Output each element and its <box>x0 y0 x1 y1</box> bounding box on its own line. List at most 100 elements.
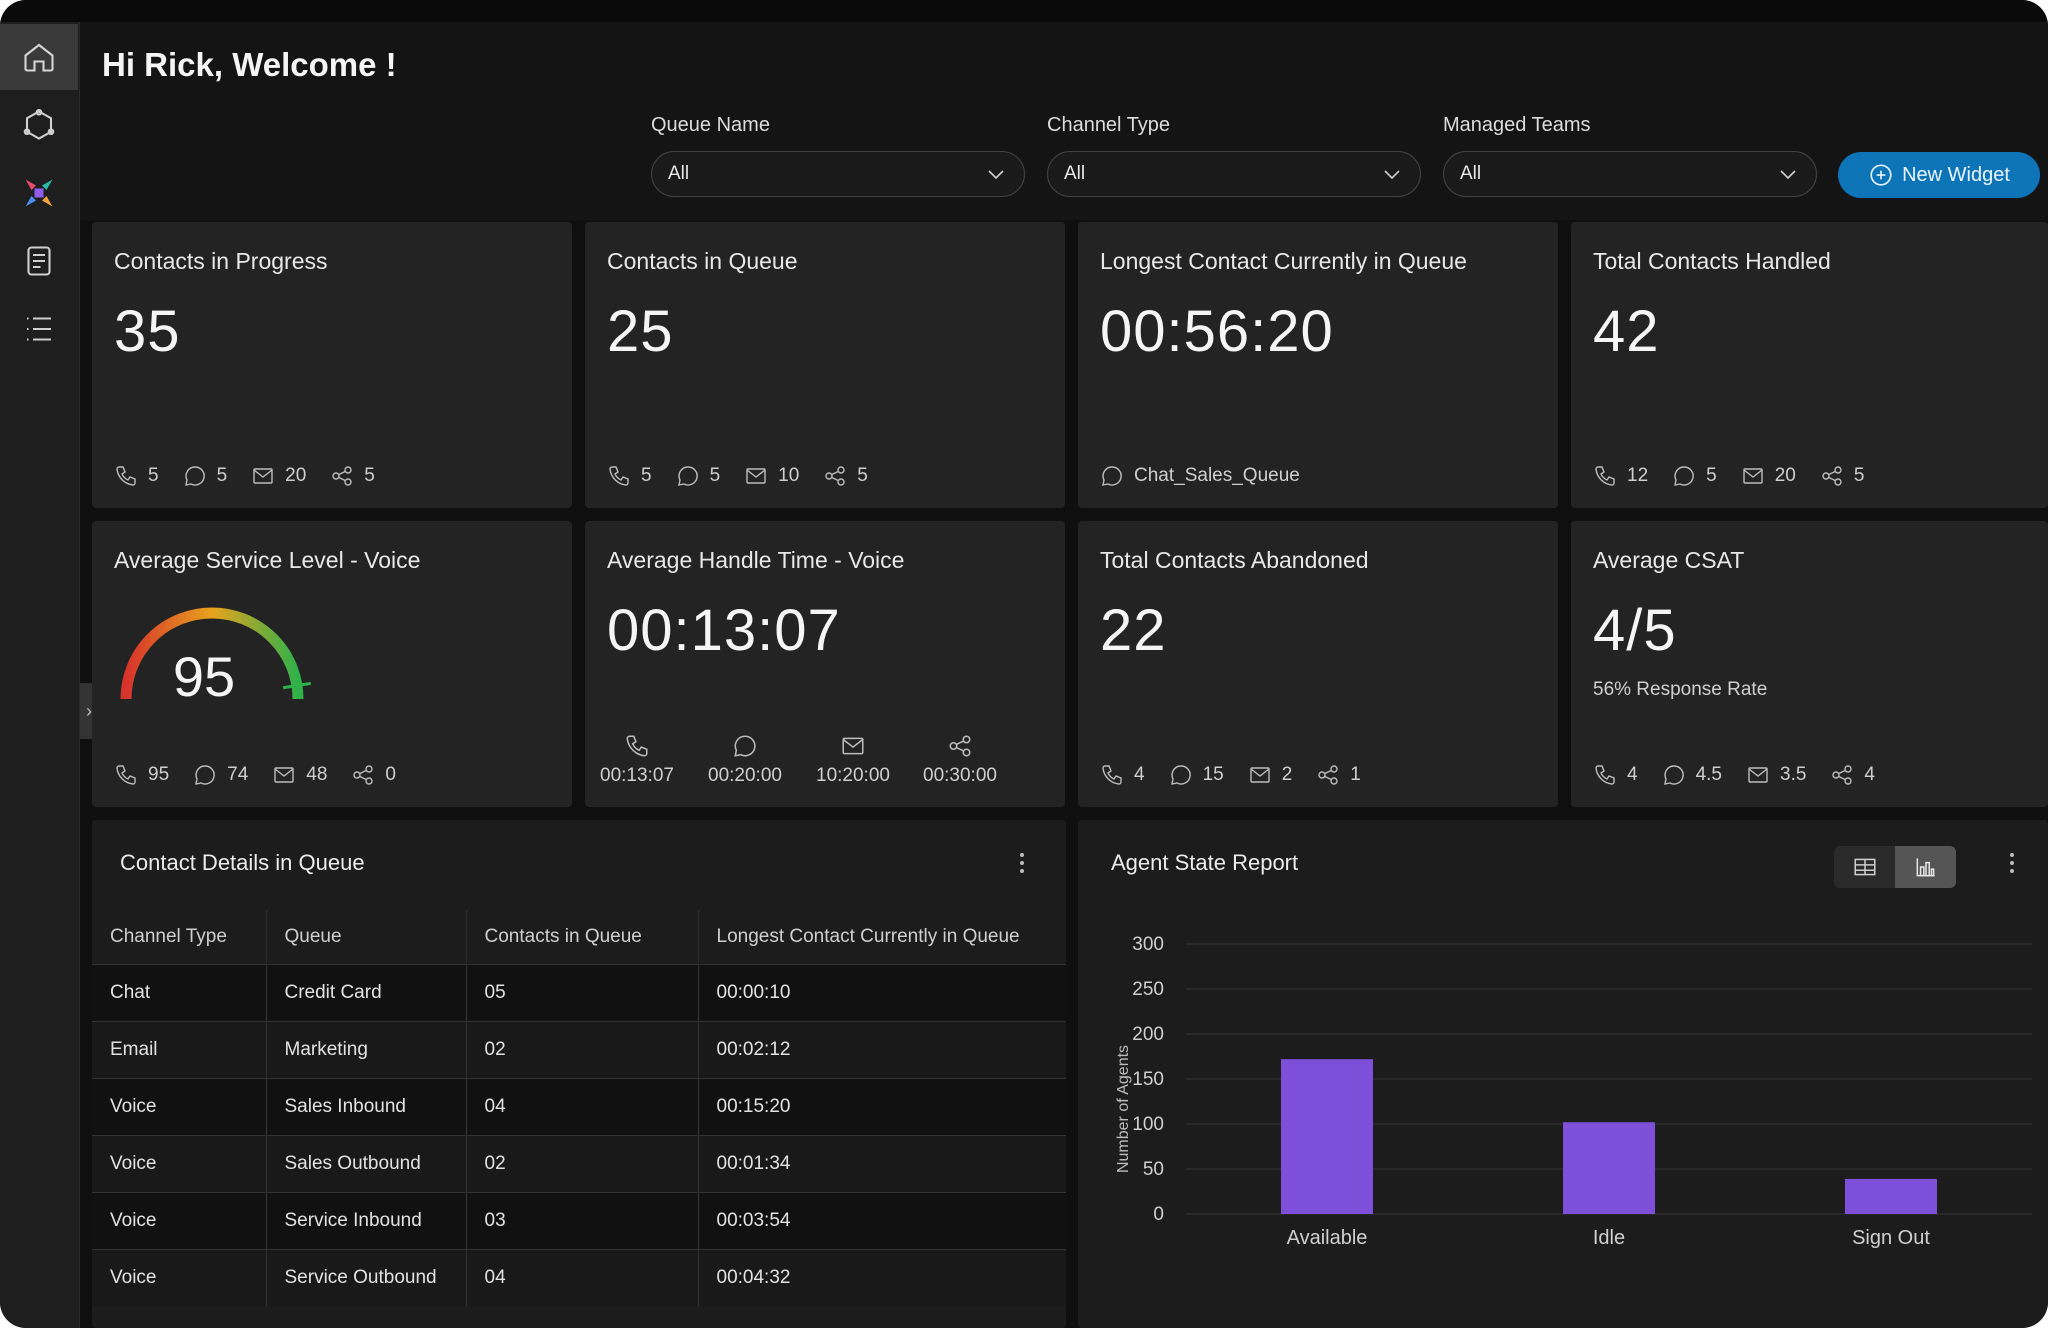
chat-icon <box>1170 765 1191 785</box>
voice-count: 95 <box>148 764 170 785</box>
cell-longest: 00:00:10 <box>698 963 1066 1021</box>
table-row[interactable]: Voice Sales Outbound 02 00:01:34 <box>92 1134 1066 1192</box>
channel-stats: 4 4.5 3.5 4 <box>1593 763 1875 787</box>
bar-idle[interactable] <box>1563 1122 1655 1214</box>
x-tick-label: Idle <box>1593 1227 1625 1249</box>
column-header[interactable]: Contacts in Queue <box>466 910 699 964</box>
phone-icon <box>1102 765 1122 785</box>
sidebar-item-home[interactable] <box>0 24 78 90</box>
y-tick-label: 100 <box>1132 1114 1164 1135</box>
chevron-down-icon <box>988 170 1004 180</box>
email-icon <box>253 468 273 484</box>
card-total-contacts-abandoned[interactable]: Total Contacts Abandoned 22 4 15 2 1 <box>1078 521 1558 807</box>
panel-title: Agent State Report <box>1111 850 1299 875</box>
card-longest-contact[interactable]: Longest Contact Currently in Queue 00:56… <box>1078 222 1558 508</box>
cell-channel: Chat <box>92 963 267 1021</box>
kebab-menu-icon[interactable] <box>2004 850 2020 876</box>
page-title: Hi Rick, Welcome ! <box>102 46 397 83</box>
cell-longest: 00:03:54 <box>698 1191 1066 1249</box>
managed-teams-select[interactable]: All <box>1443 151 1817 197</box>
cell-count: 02 <box>466 1134 699 1192</box>
chat-count: 5 <box>709 465 721 486</box>
cell-queue: Credit Card <box>266 963 467 1021</box>
cell-channel: Voice <box>92 1248 267 1306</box>
email-icon <box>1743 468 1763 484</box>
phone-icon <box>626 735 648 757</box>
cell-longest: 00:02:12 <box>698 1020 1066 1078</box>
social-share-icon <box>949 735 971 757</box>
filter-queue-name: Queue Name All <box>651 114 1025 197</box>
table-view-button[interactable] <box>1834 846 1895 888</box>
queue-name-select[interactable]: All <box>651 151 1025 197</box>
card-total-contacts-handled[interactable]: Total Contacts Handled 42 12 5 20 5 <box>1571 222 2048 508</box>
kebab-menu-icon[interactable] <box>1014 850 1030 876</box>
table-row[interactable]: Voice Sales Inbound 04 00:15:20 <box>92 1077 1066 1135</box>
aht-social: 00:30:00 <box>910 733 1010 787</box>
cell-channel: Voice <box>92 1134 267 1192</box>
card-value: 00:56:20 <box>1100 299 1334 364</box>
card-contacts-in-queue[interactable]: Contacts in Queue 25 5 5 10 5 <box>585 222 1065 508</box>
cell-channel: Email <box>92 1020 267 1078</box>
email-score: 3.5 <box>1780 764 1807 785</box>
card-title: Contacts in Progress <box>114 248 328 274</box>
chart-view-button[interactable] <box>1895 846 1956 888</box>
phone-icon <box>1595 765 1615 785</box>
y-tick-label: 0 <box>1153 1204 1164 1225</box>
table-row[interactable]: Chat Credit Card 05 00:00:10 <box>92 963 1066 1021</box>
service-level-gauge: 95 <box>120 607 312 708</box>
email-count: 20 <box>1774 465 1796 486</box>
cell-queue: Service Outbound <box>266 1248 467 1306</box>
email-icon <box>1250 767 1270 783</box>
chat-score: 4.5 <box>1695 764 1722 785</box>
column-header[interactable]: Channel Type <box>92 910 267 964</box>
y-tick-label: 150 <box>1132 1069 1164 1090</box>
sidebar-item-app[interactable] <box>0 160 78 226</box>
bar-available[interactable] <box>1281 1059 1373 1214</box>
sidebar-item-list[interactable] <box>0 296 78 362</box>
channel-stats: 12 5 20 5 <box>1593 464 1864 488</box>
card-contacts-in-progress[interactable]: Contacts in Progress 35 5 5 20 5 <box>92 222 572 508</box>
channel-stats: 5 5 20 5 <box>114 464 375 488</box>
phone-icon <box>609 466 629 486</box>
column-header[interactable]: Queue <box>266 910 467 964</box>
chat-count: 15 <box>1202 764 1224 785</box>
table-header-row: Channel Type Queue Contacts in Queue Lon… <box>92 910 1066 964</box>
card-average-handle-time[interactable]: Average Handle Time - Voice 00:13:07 00:… <box>585 521 1065 807</box>
table-row[interactable]: Voice Service Outbound 04 00:04:32 <box>92 1248 1066 1306</box>
bar-sign-out[interactable] <box>1845 1178 1937 1214</box>
card-average-csat[interactable]: Average CSAT 4/5 56% Response Rate 4 4.5… <box>1571 521 2048 807</box>
agent-state-bar-chart: 0 50 100 150 200 250 300 Available Idle Sign Out… <box>1115 934 2032 1249</box>
card-title: Average Service Level - Voice <box>114 547 421 573</box>
card-average-service-level[interactable]: Average Service Level - Voice 95 95 74 4… <box>92 521 572 807</box>
email-count: 20 <box>285 465 307 486</box>
contact-details-panel: Contact Details in Queue Channel Type Qu… <box>92 820 1066 1328</box>
email-count: 2 <box>1281 764 1293 785</box>
cell-queue: Marketing <box>266 1020 467 1078</box>
chat-icon <box>195 765 215 785</box>
channel-type-select[interactable]: All <box>1047 151 1421 197</box>
social-share-icon <box>1822 466 1842 486</box>
social-count: 5 <box>364 465 375 486</box>
chat-icon <box>1674 466 1694 486</box>
email-icon <box>746 468 766 484</box>
chat-icon <box>184 466 205 486</box>
card-title: Contacts in Queue <box>607 248 798 274</box>
sidebar <box>0 22 80 1328</box>
table-row[interactable]: Voice Service Inbound 03 00:03:54 <box>92 1191 1066 1249</box>
email-icon <box>1748 767 1768 783</box>
sidebar-item-reports[interactable] <box>0 228 78 294</box>
sidebar-item-contacts[interactable] <box>0 92 78 158</box>
column-header[interactable]: Longest Contact Currently in Queue <box>698 910 1066 964</box>
chevron-down-icon <box>1780 170 1796 180</box>
cell-queue: Sales Inbound <box>266 1077 467 1135</box>
y-tick-label: 200 <box>1132 1024 1164 1045</box>
card-value: 25 <box>607 299 674 364</box>
social-time: 00:30:00 <box>923 765 997 786</box>
voice-score: 4 <box>1627 764 1638 785</box>
channel-stats: 5 5 10 5 <box>607 464 868 488</box>
new-widget-button[interactable]: New Widget <box>1838 152 2040 198</box>
queue-info: Chat_Sales_Queue <box>1100 464 1300 488</box>
table-row[interactable]: Email Marketing 02 00:02:12 <box>92 1020 1066 1078</box>
social-count: 5 <box>1853 465 1865 486</box>
phone-icon <box>116 765 136 785</box>
